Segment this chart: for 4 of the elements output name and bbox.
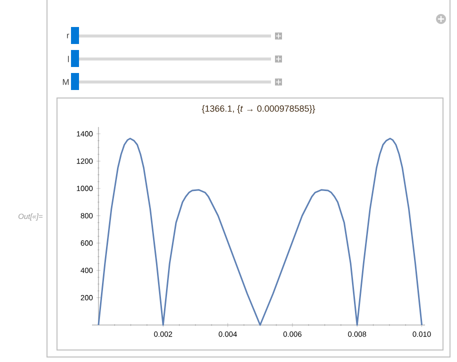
text: r [67,34,70,38]
text: l [68,56,69,62]
text: M [62,79,69,85]
chart-title: {1366.1, {t → 0.000978585}} [202,105,316,114]
